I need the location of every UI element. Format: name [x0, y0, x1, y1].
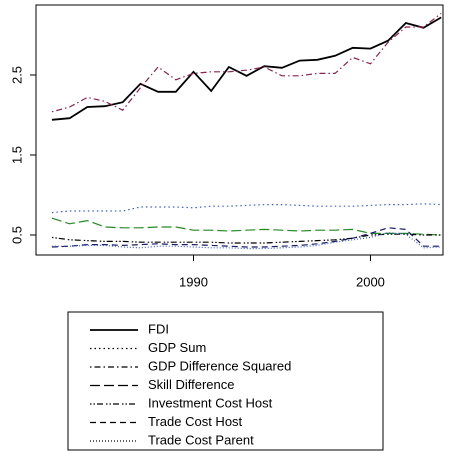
series-line — [51, 16, 442, 121]
x-tick-label: 2000 — [356, 274, 385, 289]
y-tick-label: 1.5 — [9, 146, 24, 164]
legend-label: Investment Cost Host — [148, 395, 273, 410]
y-tick-label: 2.5 — [9, 66, 24, 84]
legend-label: Trade Cost Host — [148, 414, 243, 429]
y-tick-label: 0.5 — [9, 226, 24, 244]
legend-label: Trade Cost Parent — [148, 432, 254, 447]
series-line — [51, 233, 442, 244]
legend-label: GDP Sum — [148, 340, 206, 355]
legend-label: Skill Difference — [148, 377, 234, 392]
legend-label: FDI — [148, 321, 169, 336]
legend-box — [67, 311, 384, 451]
series-line — [51, 12, 442, 113]
series-line — [51, 227, 442, 248]
legend-label: GDP Difference Squared — [148, 358, 291, 373]
series-line — [51, 203, 442, 214]
plot-box — [35, 4, 444, 256]
series-line — [51, 217, 442, 236]
x-tick-label: 1990 — [179, 274, 208, 289]
